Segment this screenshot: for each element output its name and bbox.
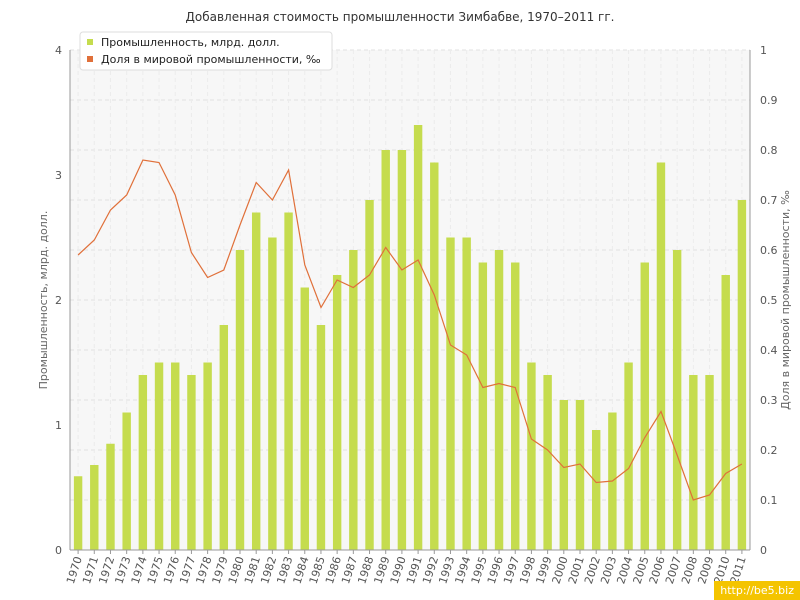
bar	[219, 325, 229, 550]
bar	[413, 125, 423, 550]
bar	[268, 237, 277, 550]
bar	[511, 262, 520, 550]
bar	[171, 362, 180, 550]
bar	[543, 375, 552, 550]
legend-swatch-line	[87, 56, 93, 62]
bar	[446, 237, 455, 550]
bar	[187, 375, 196, 550]
y2-axis-ticks: 0 0.1 0.2 0.3 0.4 0.5 0.6 0.7 0.8 0.9 1	[760, 44, 778, 557]
legend-box	[79, 31, 333, 71]
bar	[624, 362, 633, 550]
bar	[300, 287, 309, 550]
watermark[interactable]: http://be5.biz	[714, 581, 800, 600]
legend-item-bar: Промышленность, млрд. долл.	[101, 36, 280, 49]
y-axis-label: Промышленность, млрд. долл.	[37, 211, 50, 390]
bar	[106, 443, 115, 550]
y2-tick-label: 1	[760, 44, 767, 57]
bar	[527, 362, 536, 550]
legend-swatch-bar	[87, 39, 93, 45]
bar	[397, 150, 407, 550]
bar	[689, 375, 698, 550]
bar	[73, 476, 83, 550]
bar	[672, 250, 682, 550]
bar	[203, 362, 212, 550]
y-tick-label: 4	[55, 44, 62, 57]
axes	[69, 50, 751, 551]
bar	[122, 412, 131, 550]
legend-item-line: Доля в мировой промышленности, ‰	[101, 53, 321, 66]
y2-tick-label: 0.2	[760, 444, 778, 457]
bar	[462, 237, 471, 550]
y2-tick-label: 0.3	[760, 394, 778, 407]
bar	[559, 400, 569, 550]
bar	[90, 465, 99, 550]
bar	[656, 162, 666, 550]
y2-tick-label: 0	[760, 544, 767, 557]
bar	[705, 375, 714, 550]
bar	[332, 275, 342, 550]
y2-tick-label: 0.4	[760, 344, 778, 357]
bar	[316, 325, 326, 550]
y-tick-label: 2	[55, 294, 62, 307]
bar	[284, 212, 293, 550]
bar	[430, 162, 439, 550]
y2-tick-label: 0.5	[760, 294, 778, 307]
bar	[721, 275, 730, 550]
bar	[494, 250, 504, 550]
y2-tick-label: 0.9	[760, 94, 778, 107]
line-path	[77, 159, 743, 501]
bar	[640, 262, 649, 550]
y-tick-label: 0	[55, 544, 62, 557]
bar	[575, 400, 585, 550]
bar	[138, 375, 148, 550]
line-series	[77, 159, 743, 501]
bar	[365, 200, 374, 550]
y-tick-label: 3	[55, 169, 62, 182]
bar	[235, 250, 245, 550]
y2-tick-label: 0.8	[760, 144, 778, 157]
y-axis-ticks: 0 1 2 3 4	[55, 44, 62, 557]
bar	[154, 362, 164, 550]
legend: Промышленность, млрд. долл. Доля в миров…	[79, 31, 333, 71]
bar	[478, 262, 488, 550]
y2-tick-label: 0.6	[760, 244, 778, 257]
bar	[251, 212, 261, 550]
chart-title: Добавленная стоимость промышленности Зим…	[186, 10, 615, 24]
y-tick-label: 1	[55, 419, 62, 432]
bar-series	[73, 125, 747, 550]
bar	[591, 430, 601, 550]
bar	[737, 200, 747, 550]
bar	[381, 150, 390, 550]
x-axis-ticks: 1970197119721973197419751976197719781979…	[64, 550, 749, 586]
y2-tick-label: 0.1	[760, 494, 778, 507]
y2-axis-label: Доля в мировой промышленности, ‰	[779, 190, 792, 410]
bar	[349, 250, 358, 550]
y2-tick-label: 0.7	[760, 194, 778, 207]
